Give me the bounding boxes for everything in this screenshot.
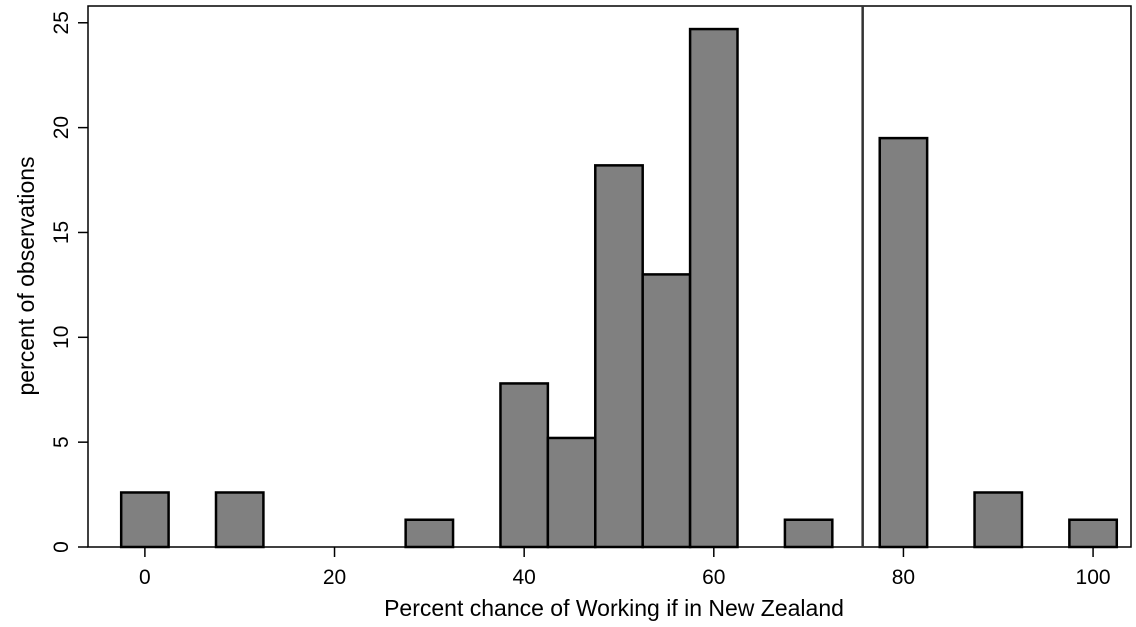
histogram-bar-90 xyxy=(973,491,1024,549)
histogram-bar-30 xyxy=(404,518,455,549)
histogram-bar-80 xyxy=(878,136,929,549)
histogram-bar-0 xyxy=(119,491,170,549)
histogram-bar-45 xyxy=(546,436,597,549)
bar-group xyxy=(119,27,1119,549)
y-tick-label-5: 5 xyxy=(50,436,73,448)
histogram-bar-60 xyxy=(688,27,739,549)
y-axis-title: percent of observations xyxy=(13,156,39,395)
y-tick-label-15: 15 xyxy=(50,221,73,244)
histogram-bar-50 xyxy=(594,164,644,549)
x-tick-label-0: 0 xyxy=(139,566,151,589)
x-tick-label-100: 100 xyxy=(1076,566,1111,589)
x-axis: 0 20 40 60 80 100 xyxy=(139,547,1111,589)
histogram-bar-70 xyxy=(783,518,834,549)
y-tick-label-20: 20 xyxy=(50,116,73,139)
y-tick-label-10: 10 xyxy=(50,326,73,349)
x-tick-label-60: 60 xyxy=(702,566,725,589)
y-tick-label-0: 0 xyxy=(50,541,73,553)
histogram-bar-55 xyxy=(641,273,692,549)
x-tick-label-80: 80 xyxy=(892,566,915,589)
y-tick-label-25: 25 xyxy=(50,11,73,34)
histogram-bar-10 xyxy=(214,491,265,549)
x-tick-label-20: 20 xyxy=(323,566,346,589)
x-tick-label-40: 40 xyxy=(512,566,535,589)
y-axis: 0 5 10 15 20 25 xyxy=(50,11,88,553)
x-axis-title: Percent chance of Working if in New Zeal… xyxy=(384,595,844,621)
histogram-bar-100 xyxy=(1068,518,1119,549)
histogram-bar-40 xyxy=(499,382,550,549)
